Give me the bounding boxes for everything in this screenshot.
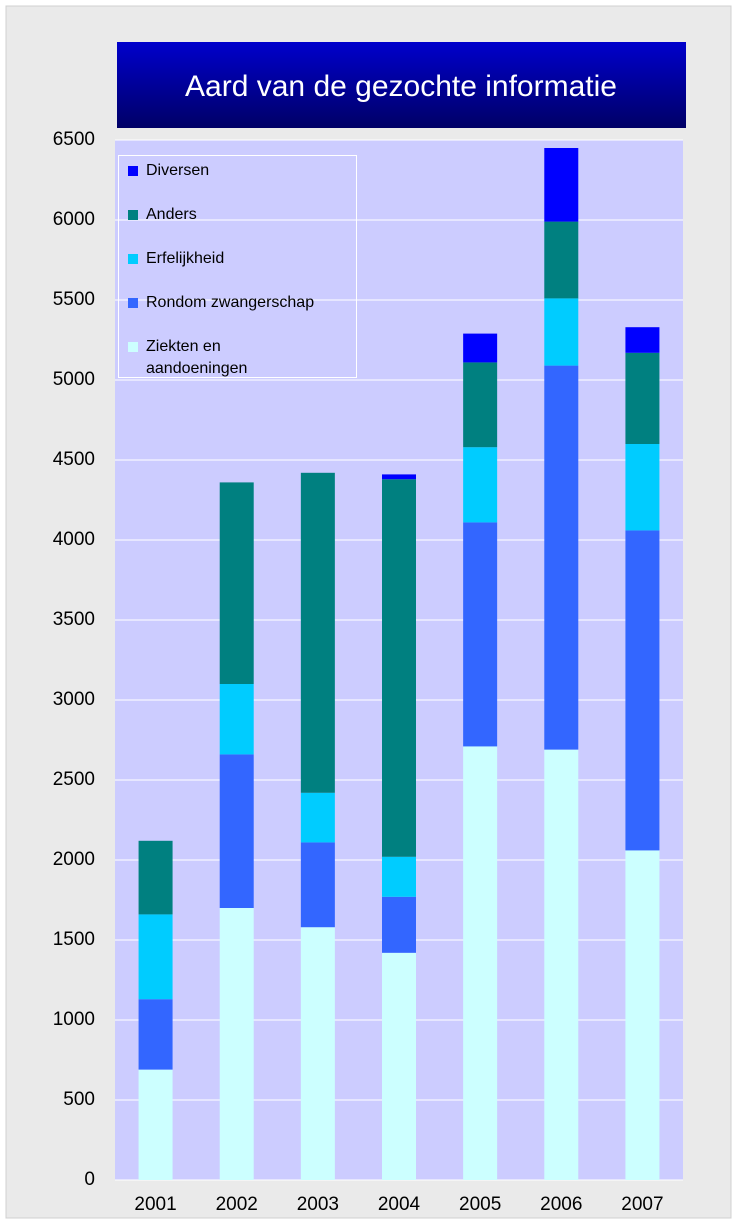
y-tick-label: 5500 bbox=[53, 289, 95, 310]
bar-segment bbox=[382, 952, 416, 1180]
y-tick-label: 500 bbox=[63, 1089, 95, 1110]
bar-segment bbox=[382, 856, 416, 897]
bar-segment bbox=[625, 530, 660, 851]
x-tick-label: 2002 bbox=[216, 1194, 258, 1215]
legend-label: Erfelijkheid bbox=[146, 250, 225, 267]
y-tick-label: 4000 bbox=[53, 529, 95, 550]
legend-item: Rondom zwangerschap bbox=[128, 292, 353, 314]
bar-segment bbox=[544, 148, 579, 222]
bar-segment bbox=[463, 333, 498, 363]
bar-segment bbox=[544, 221, 579, 299]
bar-segment bbox=[382, 474, 416, 480]
bar-segment bbox=[382, 896, 416, 953]
legend-swatch bbox=[128, 342, 138, 352]
y-tick-label: 4500 bbox=[53, 449, 95, 470]
bar-segment bbox=[463, 522, 498, 747]
legend-label: Anders bbox=[146, 206, 197, 223]
legend-label: Rondom zwangerschap bbox=[146, 294, 315, 311]
y-tick-label: 6500 bbox=[53, 129, 95, 150]
bar-segment bbox=[463, 362, 498, 448]
legend-label: Diversen bbox=[146, 162, 210, 179]
bar-segment bbox=[219, 684, 254, 755]
bar-segment bbox=[300, 792, 335, 843]
legend-swatch bbox=[128, 254, 138, 264]
bar-segment bbox=[625, 352, 660, 444]
bar-segment bbox=[544, 365, 579, 750]
y-tick-label: 5000 bbox=[53, 369, 95, 390]
legend-swatch bbox=[128, 298, 138, 308]
bar-segment bbox=[300, 842, 335, 928]
bar-segment bbox=[544, 298, 579, 366]
bar-segment bbox=[544, 749, 579, 1180]
y-tick-label: 6000 bbox=[53, 209, 95, 230]
y-tick-label: 2500 bbox=[53, 769, 95, 790]
bar-segment bbox=[219, 482, 254, 684]
chart-title: Aard van de gezochte informatie bbox=[185, 70, 617, 103]
bar-segment bbox=[300, 927, 335, 1180]
y-tick-label: 1500 bbox=[53, 929, 95, 950]
bar-segment bbox=[625, 444, 660, 531]
y-tick-label: 2000 bbox=[53, 849, 95, 870]
legend-item: Erfelijkheid bbox=[128, 248, 353, 270]
bar-segment bbox=[625, 327, 660, 353]
legend-swatch bbox=[128, 166, 138, 176]
bar-segment bbox=[300, 472, 335, 793]
x-tick-label: 2001 bbox=[134, 1194, 176, 1215]
x-tick-label: 2005 bbox=[459, 1194, 501, 1215]
bar-segment bbox=[219, 908, 254, 1180]
x-tick-label: 2007 bbox=[621, 1194, 663, 1215]
legend-item: Diversen bbox=[128, 160, 353, 182]
x-tick-label: 2003 bbox=[297, 1194, 339, 1215]
legend-swatch bbox=[128, 210, 138, 220]
bar-segment bbox=[625, 850, 660, 1180]
bar-segment bbox=[382, 479, 416, 857]
bar-segment bbox=[219, 754, 254, 908]
y-tick-label: 3000 bbox=[53, 689, 95, 710]
bar-segment bbox=[138, 840, 173, 915]
bar-segment bbox=[138, 999, 173, 1070]
y-tick-label: 1000 bbox=[53, 1009, 95, 1030]
legend-item: Ziekten en aandoeningen bbox=[128, 336, 353, 380]
y-tick-label: 3500 bbox=[53, 609, 95, 630]
legend-label: Ziekten en aandoeningen bbox=[146, 338, 248, 377]
legend-item: Anders bbox=[128, 204, 353, 226]
y-tick-label: 0 bbox=[84, 1169, 95, 1190]
x-tick-label: 2004 bbox=[378, 1194, 421, 1215]
title-box bbox=[117, 42, 686, 128]
bar-segment bbox=[463, 447, 498, 523]
legend: Ziekten en aandoeningen Rondom zwangersch… bbox=[118, 155, 357, 378]
x-tick-label: 2006 bbox=[540, 1194, 582, 1215]
bar-segment bbox=[138, 1069, 173, 1180]
bar-segment bbox=[138, 914, 173, 1000]
bar-segment bbox=[463, 746, 498, 1180]
